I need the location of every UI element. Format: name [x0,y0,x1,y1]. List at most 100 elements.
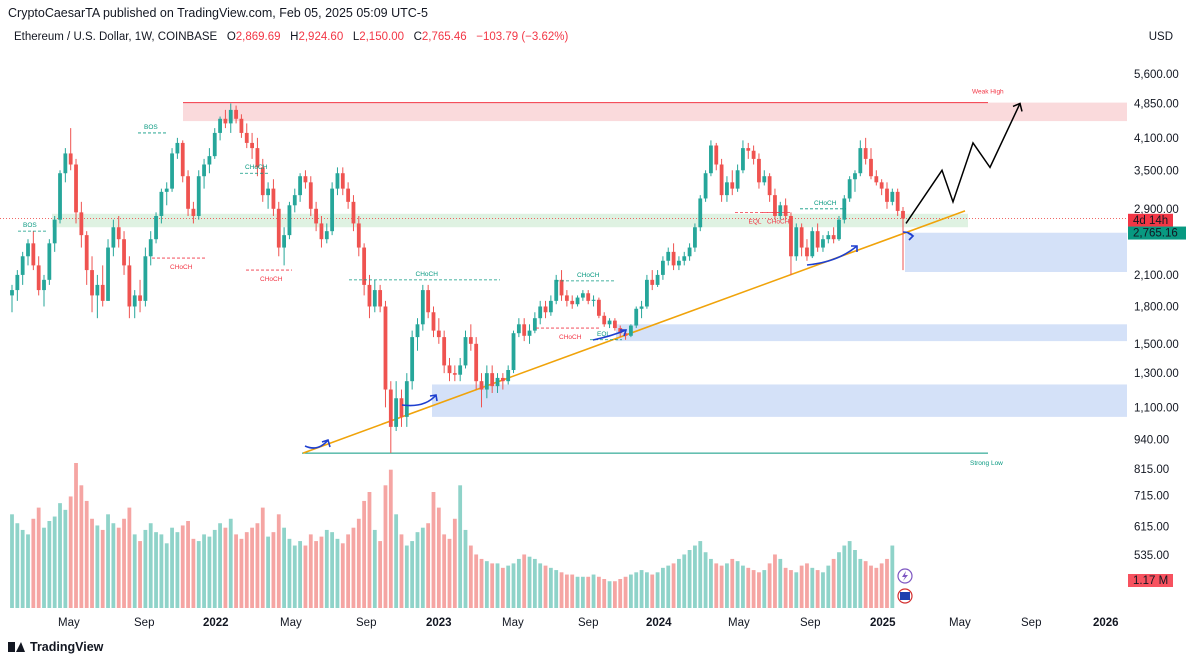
change-value: −103.79 (−3.62%) [476,31,569,43]
volume-bar [821,572,825,608]
y-tick-label: 1,500.00 [1134,339,1179,351]
lightning-glyph [902,571,908,581]
volume-bar [170,527,174,608]
volume-bar [612,581,617,608]
volume-bar [468,545,473,608]
trendline [302,210,966,454]
candle-body [479,381,484,390]
candle-body [420,290,425,325]
volume-bar [564,574,569,608]
volume-bar [495,563,500,608]
candle-body [842,198,847,220]
volume-bar [869,565,873,608]
candle-body [543,306,548,313]
volume-bar [463,529,468,608]
candle-body [111,227,116,248]
volume-bar [164,543,169,608]
candle-body [63,153,68,174]
volume-bar [831,558,836,608]
candle-body [879,182,884,189]
candle-body [335,173,340,189]
high-label: H [290,31,299,43]
volume-bar [805,563,809,608]
volume-bar [815,570,820,608]
structure-label: EQL [597,331,610,338]
candle-body [100,284,105,301]
price-badge [1128,213,1173,227]
volume-bar [346,534,351,608]
volume-bar [794,572,799,608]
curve-arrow-head [907,232,915,241]
demand-zone [905,232,1127,273]
candle-body [276,208,281,248]
volume-bar [490,563,495,608]
volume-bar [628,574,633,608]
candle-body [655,274,660,285]
volume-bar [506,565,511,608]
candle-body [90,270,94,296]
candle-body [52,219,57,244]
volume-bar [330,532,335,608]
volume-bar [538,563,543,608]
volume-bar [522,554,527,608]
volume-bar [436,507,441,608]
volume-bar [677,558,681,608]
volume-bar [287,538,292,608]
candle-body [340,173,345,189]
candle-body [719,164,724,196]
open-label: O [226,31,236,43]
x-tick-label: Sep [578,617,598,629]
volume-bar [580,576,585,608]
candle-body [874,176,879,183]
volume-bar [559,572,564,608]
candle-body [869,158,873,177]
candle-body [826,235,831,240]
candle-body [255,148,260,168]
x-tick-label: Sep [134,617,154,629]
open-value: 2,869.69 [235,31,281,43]
candle-body [671,251,676,266]
candle-body [138,295,142,301]
volume-bar [837,552,841,608]
candle-body [495,377,500,387]
volume-bar [426,523,431,608]
volume-bar [484,561,489,608]
candle-body [266,188,270,196]
candle-body [260,167,265,196]
volume-bar [36,507,41,608]
candle-body [559,279,564,296]
candle-body [548,300,553,313]
candle-body [746,148,751,151]
volume-bar [458,485,463,608]
candle-body [367,284,372,307]
candle-body [378,290,383,307]
low-label: L [352,31,360,43]
candle-body [538,306,543,319]
structure-label: CHoCH [767,218,790,225]
y-tick-label: 940.00 [1134,435,1169,447]
candle-body [757,158,761,183]
y-tick-label: 1,300.00 [1134,368,1179,380]
volume-bar [308,534,313,608]
volume-bar [714,563,719,608]
candle-body [735,170,740,189]
candle-body [687,247,692,257]
candle-body [773,195,777,216]
candle-body [698,198,703,228]
candle-body [202,164,206,177]
candle-body [20,256,25,275]
y-tick-label: 3,500.00 [1134,165,1179,177]
volume-bar [282,527,287,608]
volume-bar [159,534,164,608]
candle-body [330,188,335,232]
x-tick-label: May [280,617,302,629]
candle-body [106,247,110,301]
candle-body [815,231,820,248]
volume-bar [719,565,724,608]
volume-bar [111,523,116,608]
volume-bar [885,558,889,608]
volume-bar [143,529,148,608]
candle-body [693,227,697,248]
x-tick-label: May [949,617,971,629]
